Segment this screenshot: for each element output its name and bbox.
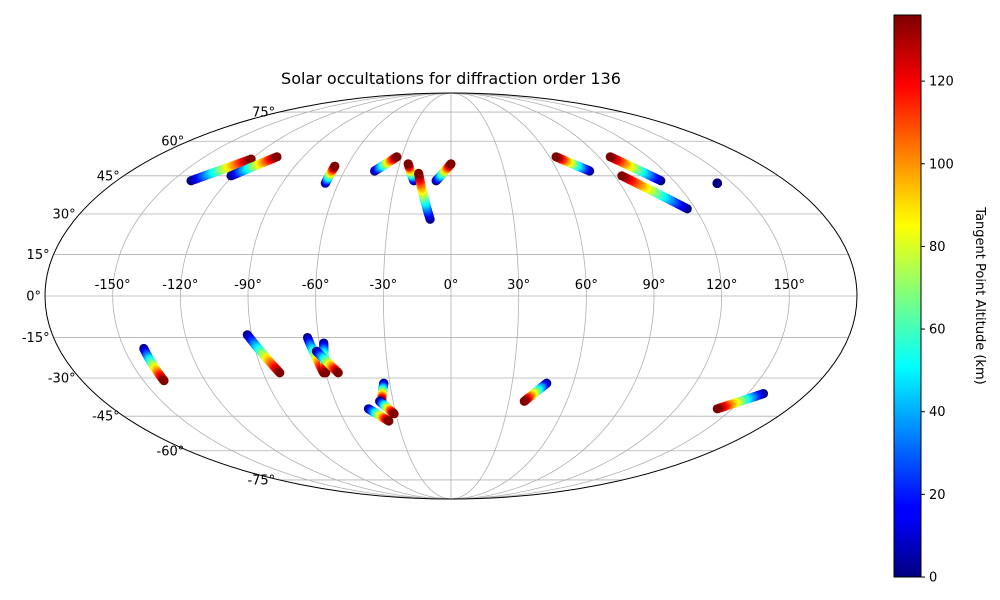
occultation-point — [403, 159, 413, 169]
occultation-point — [392, 152, 402, 162]
map-border — [44, 92, 858, 500]
occultation-point — [389, 409, 399, 419]
occultation-point — [519, 396, 529, 406]
occultation-point — [712, 404, 722, 414]
latitude-tick-label: 30° — [53, 207, 76, 222]
longitude-tick-label: -120° — [162, 278, 198, 293]
latitude-tick-label: 60° — [161, 135, 184, 150]
longitude-tick-label: 30° — [507, 278, 530, 293]
latitude-tick-label: 75° — [252, 106, 275, 121]
occultation-point — [272, 152, 282, 162]
longitude-tick-label: 0° — [444, 278, 459, 293]
longitude-tick-label: -150° — [95, 278, 131, 293]
longitude-tick-label: -90° — [234, 278, 262, 293]
colorbar-label: Tangent Point Altitude (km) — [972, 206, 987, 384]
colorbar: 0 20 40 60 80 100 120 Tangent Point Altitude (… — [893, 14, 987, 586]
colorbar-tick-label: 120 — [929, 75, 954, 90]
colorbar-tick-label: 0 — [929, 571, 937, 586]
latitude-tick-label: -45° — [92, 410, 120, 425]
latitude-tick-label: -15° — [22, 331, 50, 346]
longitude-tick-label: -60° — [302, 278, 330, 293]
latitude-tick-label: 0° — [26, 290, 41, 305]
colorbar-tick-label: 40 — [929, 405, 946, 420]
occultation-point — [605, 152, 615, 162]
occultation-point — [275, 368, 285, 378]
occultation-point — [246, 154, 256, 164]
latitude-tick-label: -75° — [247, 473, 275, 488]
occultation-point — [159, 376, 169, 386]
longitude-tick-label: 60° — [575, 278, 598, 293]
occultation-points — [139, 152, 769, 426]
occultation-point — [321, 368, 331, 378]
latitude-tick-label: 15° — [27, 248, 50, 263]
colorbar-gradient — [893, 14, 922, 578]
occultation-point — [617, 171, 627, 181]
longitude-tick-label: 150° — [774, 278, 805, 293]
latitude-tick-label: 45° — [97, 169, 120, 184]
occultation-point — [384, 416, 394, 426]
map-area: -150° -120° -90° -60° -30° 0° 30° 60° 90° 120° 150… — [22, 92, 858, 500]
occultation-point — [333, 368, 343, 378]
latitude-tick-label: -60° — [157, 444, 185, 459]
occultation-point — [712, 178, 722, 188]
longitude-tick-label: 90° — [642, 278, 665, 293]
colorbar-tick-label: 20 — [929, 488, 946, 503]
occultation-point — [551, 152, 561, 162]
latitude-tick-labels: -75° -60° -45° -30° -15° 0° 15° 30° 45° 60° 75° — [22, 106, 275, 489]
longitude-tick-labels: -150° -120° -90° -60° -30° 0° 30° 60° 90° 120° 150… — [95, 278, 805, 293]
occultation-point — [446, 159, 456, 169]
colorbar-tick-label: 100 — [929, 157, 954, 172]
graticule — [45, 93, 857, 499]
colorbar-tick-label: 80 — [929, 240, 946, 255]
latitude-tick-label: -30° — [48, 372, 76, 387]
chart-title: Solar occultations for diffraction order… — [281, 69, 621, 88]
occultation-point — [330, 161, 340, 171]
longitude-tick-label: 120° — [706, 278, 737, 293]
colorbar-ticks: 0 20 40 60 80 100 120 — [921, 75, 954, 586]
longitude-tick-label: -30° — [369, 278, 397, 293]
colorbar-tick-label: 60 — [929, 323, 946, 338]
occultation-point — [414, 168, 424, 178]
